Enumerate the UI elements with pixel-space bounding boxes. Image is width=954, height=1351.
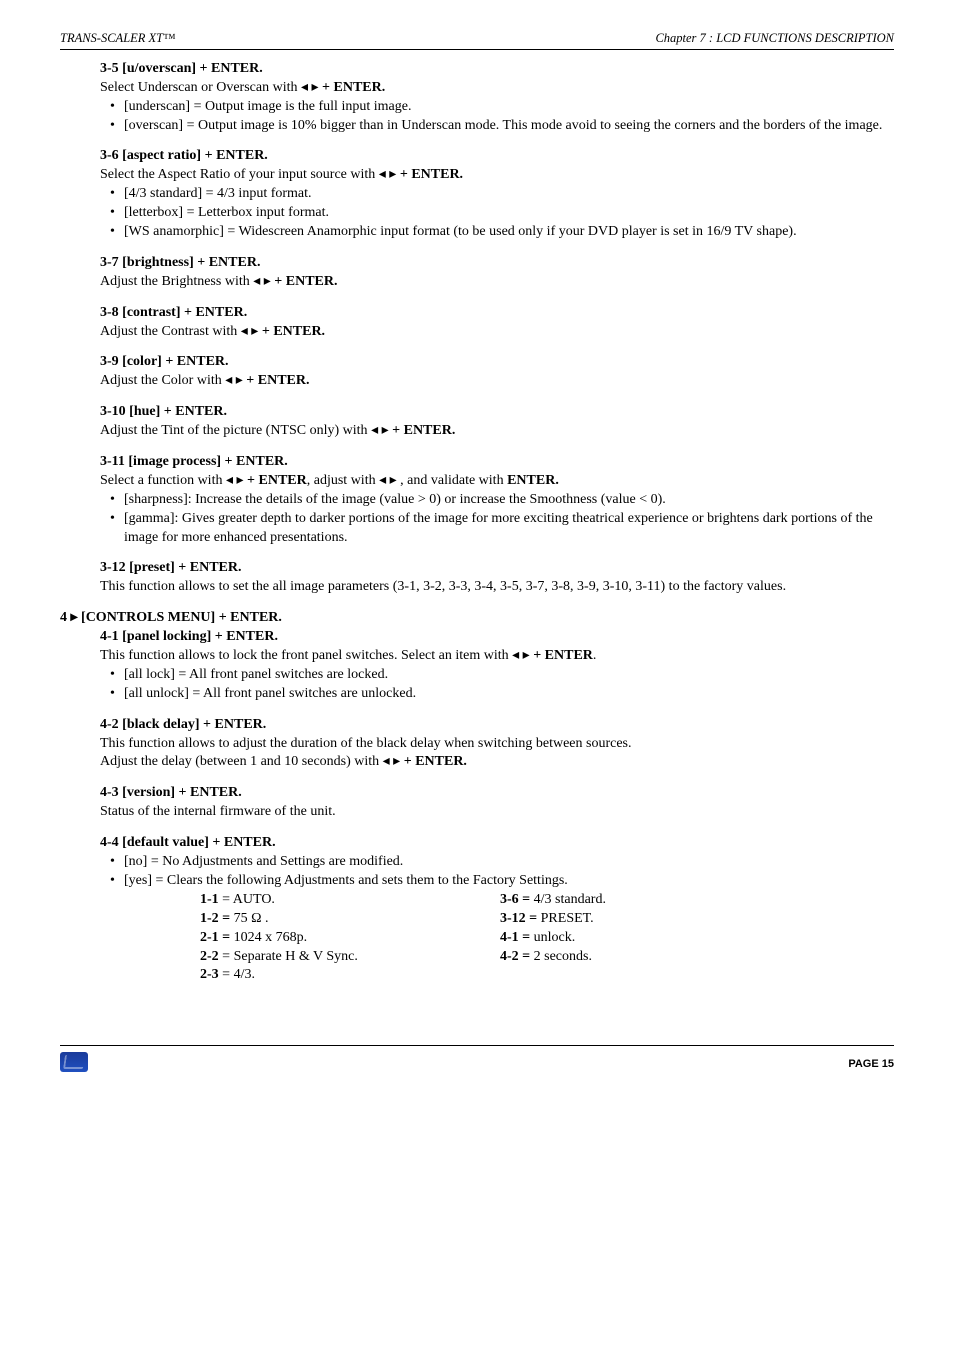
body-line: Adjust the Contrast with ◂ ▸ + ENTER. <box>100 323 894 342</box>
section-3-5: 3-5 [u/overscan] + ENTER. Select Undersc… <box>60 60 894 136</box>
bullet-icon: • <box>110 204 124 223</box>
bullet-icon: • <box>110 185 124 204</box>
heading-3-6: 3-6 [aspect ratio] + ENTER. <box>100 147 894 166</box>
settings-row: 2-3 = 4/3. <box>200 966 894 985</box>
bullet-item: •[yes] = Clears the following Adjustment… <box>110 872 894 891</box>
arrows-icon: ◂ ▸ <box>253 274 271 289</box>
settings-row: 2-2 = Separate H & V Sync. 4-2 = 2 secon… <box>200 948 894 967</box>
body-line: This function allows to adjust the durat… <box>100 735 894 754</box>
body-line: Adjust the Color with ◂ ▸ + ENTER. <box>100 372 894 391</box>
bullet-icon: • <box>110 872 124 891</box>
heading-3-7: 3-7 [brightness] + ENTER. <box>100 254 894 273</box>
header-left: TRANS-SCALER XT™ <box>60 30 175 47</box>
heading-4-2: 4-2 [black delay] + ENTER. <box>100 716 894 735</box>
arrows-icon: ◂ ▸ <box>241 324 259 339</box>
right-arrow-icon: ▸ <box>71 610 78 625</box>
heading-3-12: 3-12 [preset] + ENTER. <box>100 559 894 578</box>
section-4-3: 4-3 [version] + ENTER. Status of the int… <box>60 784 894 822</box>
section-3-7: 3-7 [brightness] + ENTER. Adjust the Bri… <box>60 254 894 292</box>
arrows-icon: ◂ ▸ <box>379 167 397 182</box>
section-4-4: 4-4 [default value] + ENTER. •[no] = No … <box>60 834 894 985</box>
body-line: This function allows to set the all imag… <box>100 578 894 597</box>
heading-3-8: 3-8 [contrast] + ENTER. <box>100 304 894 323</box>
arrows-icon: ◂ ▸ <box>371 423 389 438</box>
heading-3-10: 3-10 [hue] + ENTER. <box>100 403 894 422</box>
body-line: Select the Aspect Ratio of your input so… <box>100 166 894 185</box>
settings-row: 2-1 = 1024 x 768p. 4-1 = unlock. <box>200 929 894 948</box>
bullet-item: • [overscan] = Output image is 10% bigge… <box>110 117 894 136</box>
bullet-item: •[4/3 standard] = 4/3 input format. <box>110 185 894 204</box>
bullet-item: •[sharpness]: Increase the details of th… <box>110 491 894 510</box>
bullet-icon: • <box>110 853 124 872</box>
arrows-icon: ◂ ▸ <box>301 80 319 95</box>
bullet-icon: • <box>110 117 124 136</box>
body-line: This function allows to lock the front p… <box>100 647 894 666</box>
heading-3-5: 3-5 [u/overscan] + ENTER. <box>100 60 894 79</box>
settings-row: 1-2 = 75 Ω . 3-12 = PRESET. <box>200 910 894 929</box>
body-line: Adjust the Brightness with ◂ ▸ + ENTER. <box>100 273 894 292</box>
heading-4-4: 4-4 [default value] + ENTER. <box>100 834 894 853</box>
arrows-icon: ◂ ▸ <box>226 473 244 488</box>
body-line: Adjust the delay (between 1 and 10 secon… <box>100 753 894 772</box>
page-header: TRANS-SCALER XT™ Chapter 7 : LCD FUNCTIO… <box>60 30 894 50</box>
settings-row: 1-1 = AUTO. 3-6 = 4/3 standard. <box>200 891 894 910</box>
section-3-6: 3-6 [aspect ratio] + ENTER. Select the A… <box>60 147 894 241</box>
body-line: Adjust the Tint of the picture (NTSC onl… <box>100 422 894 441</box>
bullet-item: • [underscan] = Output image is the full… <box>110 98 894 117</box>
bullet-item: •[no] = No Adjustments and Settings are … <box>110 853 894 872</box>
body-line: Status of the internal firmware of the u… <box>100 803 894 822</box>
bullet-item: •[WS anamorphic] = Widescreen Anamorphic… <box>110 223 894 242</box>
bullet-icon: • <box>110 666 124 685</box>
section-3-8: 3-8 [contrast] + ENTER. Adjust the Contr… <box>60 304 894 342</box>
section-4-2: 4-2 [black delay] + ENTER. This function… <box>60 716 894 773</box>
section-3-12: 3-12 [preset] + ENTER. This function all… <box>60 559 894 597</box>
section-3-9: 3-9 [color] + ENTER. Adjust the Color wi… <box>60 353 894 391</box>
arrows-icon: ◂ ▸ <box>383 754 401 769</box>
bullet-item: •[gamma]: Gives greater depth to darker … <box>110 510 894 548</box>
heading-4: 4 ▸ [CONTROLS MENU] + ENTER. <box>60 609 894 628</box>
heading-4-3: 4-3 [version] + ENTER. <box>100 784 894 803</box>
page-number: PAGE 15 <box>848 1057 894 1072</box>
arrows-icon: ◂ ▸ <box>512 648 530 663</box>
page-footer: PAGE 15 <box>60 1045 894 1072</box>
bullet-icon: • <box>110 510 124 548</box>
section-4: 4 ▸ [CONTROLS MENU] + ENTER. 4-1 [panel … <box>60 609 894 703</box>
bullet-icon: • <box>110 98 124 117</box>
section-3-10: 3-10 [hue] + ENTER. Adjust the Tint of t… <box>60 403 894 441</box>
heading-4-1: 4-1 [panel locking] + ENTER. <box>100 628 894 647</box>
arrows-icon: ◂ ▸ <box>379 473 397 488</box>
heading-3-11: 3-11 [image process] + ENTER. <box>100 453 894 472</box>
body-line: Select a function with ◂ ▸ + ENTER, adju… <box>100 472 894 491</box>
section-3-11: 3-11 [image process] + ENTER. Select a f… <box>60 453 894 547</box>
bullet-icon: • <box>110 491 124 510</box>
bullet-item: •[all unlock] = All front panel switches… <box>110 685 894 704</box>
heading-3-9: 3-9 [color] + ENTER. <box>100 353 894 372</box>
bullet-item: •[letterbox] = Letterbox input format. <box>110 204 894 223</box>
body-line: Select Underscan or Overscan with ◂ ▸ + … <box>100 79 894 98</box>
header-right: Chapter 7 : LCD FUNCTIONS DESCRIPTION <box>655 30 894 47</box>
bullet-item: •[all lock] = All front panel switches a… <box>110 666 894 685</box>
bullet-icon: • <box>110 223 124 242</box>
arrows-icon: ◂ ▸ <box>225 373 243 388</box>
brand-logo-icon <box>60 1052 88 1072</box>
bullet-icon: • <box>110 685 124 704</box>
